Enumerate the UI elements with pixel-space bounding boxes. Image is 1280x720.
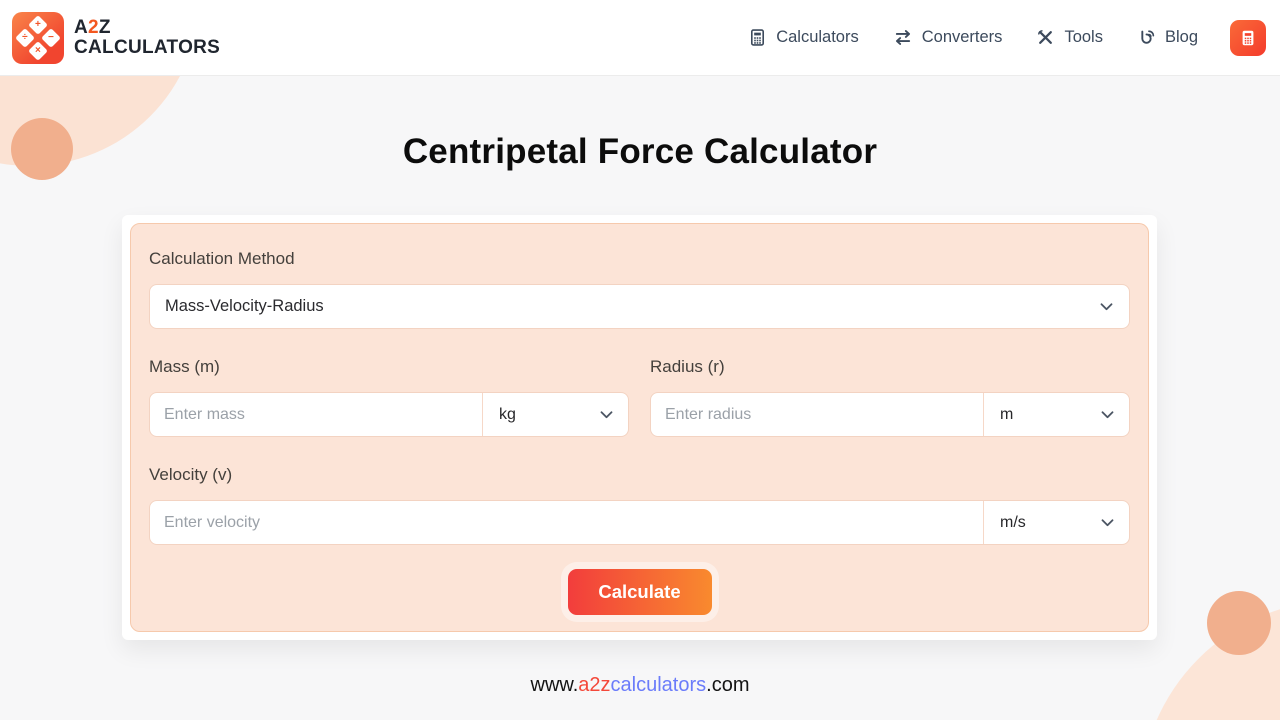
radius-field: Radius (r) m (650, 357, 1130, 437)
swap-arrows-icon (895, 30, 910, 45)
calculator-icon (1242, 30, 1254, 45)
radius-input[interactable] (651, 393, 984, 436)
main-nav: Calculators Converters Tools Blog (748, 19, 1266, 56)
site-url: www.a2zcalculators.com (530, 674, 750, 696)
blog-icon (1141, 30, 1155, 44)
mass-label: Mass (m) (149, 357, 220, 376)
radius-unit-select[interactable]: m (984, 393, 1129, 436)
calculation-method-select[interactable]: Mass-Velocity-Radius (149, 284, 1130, 329)
velocity-unit-value: m/s (1000, 513, 1026, 531)
chevron-down-icon (600, 410, 613, 418)
mass-unit-value: kg (499, 405, 516, 423)
velocity-input-group: m/s (149, 500, 1130, 545)
site-logo[interactable]: + ÷ − × A2Z CALCULATORS (12, 11, 221, 64)
calculator-card: Calculation Method Mass-Velocity-Radius … (122, 215, 1157, 640)
calculate-button[interactable]: Calculate (567, 569, 712, 615)
chevron-down-icon (1101, 410, 1114, 418)
calculator-app-button[interactable] (1230, 19, 1266, 56)
calculation-method-value: Mass-Velocity-Radius (165, 297, 324, 315)
mass-input[interactable] (150, 393, 483, 436)
decorative-circle-bottom-right-small (1207, 591, 1271, 655)
velocity-field: Velocity (v) m/s (149, 465, 1130, 545)
nav-item-calculators[interactable]: Calculators (748, 28, 859, 47)
velocity-unit-select[interactable]: m/s (984, 501, 1129, 544)
page-title: Centripetal Force Calculator (402, 132, 878, 171)
minus-icon: − (41, 27, 61, 48)
mass-input-group: kg (149, 392, 629, 437)
nav-item-blog[interactable]: Blog (1137, 28, 1198, 47)
tools-icon (1038, 30, 1053, 44)
logo-text: A2Z CALCULATORS (74, 16, 221, 58)
plus-icon: + (28, 14, 48, 35)
calculation-method-label: Calculation Method (149, 249, 295, 268)
page-body: Centripetal Force Calculator Calculation… (0, 76, 1280, 720)
multiply-icon: × (28, 40, 48, 61)
nav-item-converters[interactable]: Converters (893, 28, 1002, 47)
mass-field: Mass (m) kg (149, 357, 629, 437)
velocity-input[interactable] (150, 501, 984, 544)
logo-calculator-icon: + ÷ − × (12, 11, 64, 64)
velocity-label: Velocity (v) (149, 465, 233, 484)
header: + ÷ − × A2Z CALCULATORS Calculators (0, 0, 1280, 76)
radius-unit-value: m (1000, 405, 1014, 423)
chevron-down-icon (1101, 518, 1114, 526)
calculator-icon (751, 29, 765, 46)
radius-input-group: m (650, 392, 1130, 437)
button-row: Calculate (149, 569, 1130, 615)
divide-icon: ÷ (15, 27, 35, 48)
radius-label: Radius (r) (650, 357, 725, 376)
decorative-circle-top-left-small (11, 118, 73, 180)
mass-unit-select[interactable]: kg (483, 393, 628, 436)
mass-radius-row: Mass (m) kg Radius (r) (149, 357, 1130, 437)
calculator-panel: Calculation Method Mass-Velocity-Radius … (130, 223, 1149, 632)
chevron-down-icon (1100, 302, 1113, 310)
nav-item-tools[interactable]: Tools (1036, 28, 1103, 47)
